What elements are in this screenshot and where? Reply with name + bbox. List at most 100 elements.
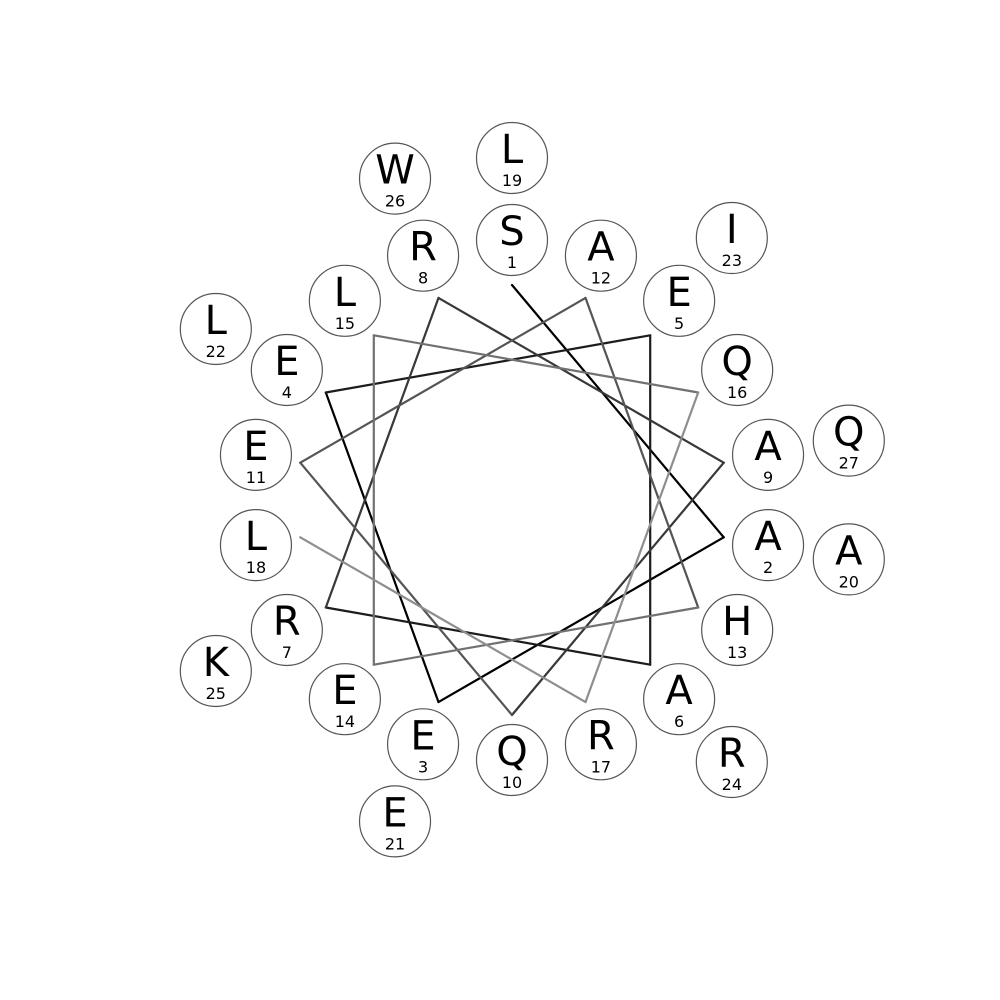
helix-line-17-18	[299, 536, 587, 704]
residue-letter: I	[726, 207, 738, 253]
residue-letter: A	[665, 668, 693, 714]
residue-node: L22	[179, 292, 252, 366]
residue-node: A2	[731, 509, 805, 582]
residue-node: E3	[386, 708, 460, 781]
helix-line-2-3	[437, 536, 725, 704]
residue-number: 16	[727, 383, 747, 402]
residue-letter: L	[245, 514, 268, 560]
residue-number: 12	[591, 269, 611, 288]
residue-circle	[701, 593, 774, 667]
residue-node: A20	[812, 523, 885, 596]
residue-letter: E	[666, 270, 691, 316]
residue-node: E5	[643, 264, 716, 337]
residue-circle	[643, 264, 716, 337]
residue-letter: E	[382, 790, 407, 836]
residue-node: Q16	[701, 333, 774, 407]
residue-circle	[358, 142, 432, 215]
residue-node: Q10	[475, 723, 549, 797]
residue-node: S1	[475, 203, 549, 277]
residue-number: 5	[674, 314, 684, 333]
residue-circle	[643, 663, 716, 736]
residue-circle	[812, 523, 885, 596]
residue-letter: R	[587, 713, 615, 759]
helix-line-10-11	[299, 461, 514, 717]
helix-connection-lines	[299, 283, 725, 717]
residue-node: L18	[219, 509, 293, 582]
residue-number: 4	[282, 383, 292, 402]
residue-number: 25	[206, 684, 226, 703]
residue-number: 15	[335, 314, 355, 333]
residue-circle	[812, 404, 885, 477]
residue-letter: L	[501, 127, 524, 173]
residue-number: 20	[839, 572, 859, 591]
residue-circle	[250, 333, 323, 407]
residue-circle	[475, 203, 549, 277]
residue-circle	[701, 333, 774, 407]
residue-number: 10	[502, 773, 522, 792]
residue-node: E14	[308, 663, 381, 736]
residue-node: R24	[695, 725, 768, 799]
residue-letter: H	[722, 599, 752, 645]
residue-node: A12	[564, 219, 638, 292]
residue-circle	[179, 634, 252, 708]
helix-line-8-9	[437, 296, 725, 464]
residue-letter: A	[587, 225, 615, 271]
residue-node: E4	[250, 333, 323, 407]
residue-node: Q27	[812, 404, 885, 477]
residue-letter: L	[205, 298, 228, 344]
residue-number: 14	[335, 712, 355, 731]
residue-number: 1	[507, 253, 517, 272]
helix-line-11-12	[299, 296, 587, 464]
helix-line-13-14	[372, 606, 700, 666]
residue-circle	[308, 663, 381, 736]
residue-number: 26	[385, 192, 405, 211]
residue-letter: Q	[496, 729, 527, 775]
helix-line-1-2	[510, 283, 725, 539]
residue-nodes: S1A2E3E4E5A6R7R8A9Q10E11A12H13E14L15Q16R…	[179, 121, 885, 858]
residue-number: 3	[418, 757, 428, 776]
residue-node: E21	[358, 785, 432, 858]
residue-letter: R	[409, 225, 437, 271]
residue-letter: A	[754, 514, 782, 560]
residue-number: 19	[502, 171, 522, 190]
residue-number: 2	[763, 558, 773, 577]
residue-letter: S	[499, 209, 524, 255]
residue-number: 27	[839, 454, 859, 473]
residue-node: L19	[475, 121, 549, 195]
residue-letter: W	[375, 148, 415, 194]
residue-letter: E	[410, 713, 435, 759]
residue-number: 9	[763, 468, 773, 487]
residue-circle	[475, 121, 549, 195]
residue-number: 23	[722, 251, 742, 270]
residue-circle	[695, 725, 768, 799]
residue-node: R8	[386, 219, 460, 292]
residue-number: 8	[418, 269, 428, 288]
helix-line-7-8	[324, 296, 440, 609]
residue-letter: R	[273, 599, 301, 645]
residue-letter: Q	[721, 339, 752, 385]
residue-letter: E	[274, 339, 299, 385]
residue-letter: K	[203, 640, 231, 686]
residue-letter: R	[718, 731, 746, 777]
residue-letter: A	[835, 528, 863, 574]
helix-line-6-7	[324, 606, 652, 666]
helix-line-3-4	[324, 391, 440, 704]
residue-circle	[308, 264, 381, 337]
residue-number: 21	[385, 834, 405, 853]
residue-number: 24	[722, 775, 742, 794]
residue-circle	[731, 418, 805, 491]
residue-circle	[386, 708, 460, 781]
residue-node: R17	[564, 708, 638, 781]
helix-line-9-10	[510, 461, 725, 717]
residue-number: 22	[206, 342, 226, 361]
residue-circle	[179, 292, 252, 366]
residue-node: W26	[358, 142, 432, 215]
residue-number: 13	[727, 643, 747, 662]
residue-number: 7	[282, 643, 292, 662]
residue-circle	[564, 708, 638, 781]
residue-circle	[695, 201, 768, 275]
residue-node: R7	[250, 593, 323, 667]
helix-line-15-16	[372, 334, 700, 394]
helix-line-4-5	[324, 334, 652, 394]
